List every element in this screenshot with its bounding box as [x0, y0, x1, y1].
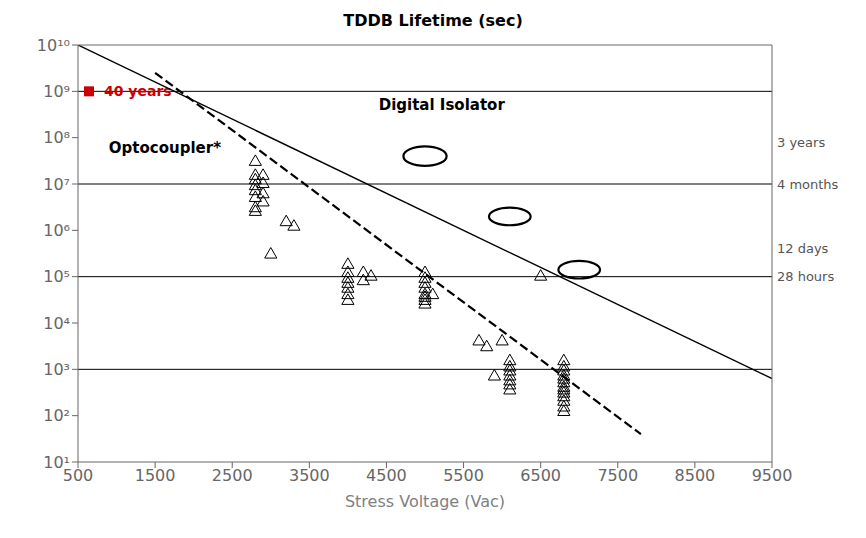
svg-text:Digital Isolator: Digital Isolator — [379, 96, 506, 114]
svg-text:28 hours: 28 hours — [777, 269, 834, 284]
svg-text:Stress Voltage (Vac): Stress Voltage (Vac) — [345, 492, 505, 511]
svg-text:10¹: 10¹ — [43, 453, 70, 472]
svg-text:5500: 5500 — [443, 466, 484, 485]
svg-text:7500: 7500 — [597, 466, 638, 485]
svg-text:40 years: 40 years — [104, 83, 172, 100]
svg-text:10¹⁰: 10¹⁰ — [37, 36, 70, 55]
svg-text:10⁵: 10⁵ — [43, 267, 70, 286]
svg-text:10²: 10² — [43, 406, 70, 425]
svg-text:Optocoupler*: Optocoupler* — [109, 139, 221, 157]
svg-text:10⁹: 10⁹ — [43, 82, 70, 101]
svg-text:10⁷: 10⁷ — [43, 175, 70, 194]
svg-text:10⁴: 10⁴ — [43, 314, 70, 333]
svg-text:6500: 6500 — [520, 466, 561, 485]
svg-text:500: 500 — [62, 466, 94, 486]
svg-text:4 months: 4 months — [777, 177, 839, 192]
svg-text:10⁶: 10⁶ — [43, 221, 70, 240]
svg-text:3500: 3500 — [289, 466, 330, 485]
html-text:TDDB Lifetime (sec): TDDB Lifetime (sec) — [343, 11, 523, 30]
svg-text:8500: 8500 — [675, 466, 716, 485]
svg-text:1500: 1500 — [135, 466, 176, 485]
svg-text:2500: 2500 — [212, 466, 253, 485]
svg-text:12 days: 12 days — [777, 241, 829, 256]
svg-text:10³: 10³ — [43, 360, 70, 379]
svg-text:3 years: 3 years — [777, 135, 825, 150]
svg-text:9500: 9500 — [752, 466, 793, 485]
svg-text:4500: 4500 — [366, 466, 407, 485]
svg-text:10⁸: 10⁸ — [43, 128, 70, 147]
